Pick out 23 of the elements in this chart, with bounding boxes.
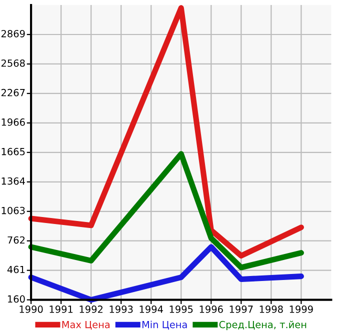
y-tick-label: 1063 — [2, 206, 25, 214]
y-tick-label: 1665 — [2, 148, 25, 156]
x-tick-label: 1994 — [140, 306, 163, 313]
x-tick-label: 1991 — [50, 306, 73, 313]
x-tick-label: 1999 — [290, 306, 313, 313]
y-tick-label: 2568 — [1, 59, 25, 67]
x-tick-label: 1992 — [80, 306, 102, 313]
y-tick-label: 1364 — [2, 177, 25, 185]
legend-label: Min Цена — [142, 320, 187, 330]
x-tick-label: 1996 — [200, 306, 223, 313]
y-tick-label: 2869 — [1, 30, 25, 38]
x-tick-label: 1995 — [170, 306, 193, 313]
x-tick-label: 1990 — [20, 306, 43, 313]
y-tick-label: 461 — [7, 266, 25, 274]
y-tick-label: 2267 — [1, 88, 25, 96]
y-tick-label: 762 — [8, 236, 25, 244]
legend-label: Сред.Цена, т.йен — [219, 320, 306, 330]
y-tick-label: 160 — [8, 295, 25, 303]
legend-label: Max Цена — [62, 321, 110, 330]
x-tick-label: 1998 — [260, 306, 283, 313]
y-tick-label: 1966 — [2, 118, 25, 126]
x-tick-label: 1997 — [230, 306, 253, 313]
x-tick-label: 1993 — [110, 306, 133, 313]
